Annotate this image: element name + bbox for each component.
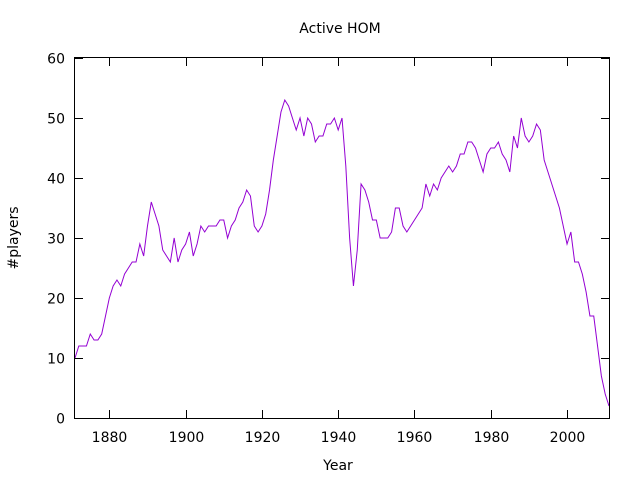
- y-tick-label: 50: [47, 112, 65, 128]
- x-tick-label: 1900: [169, 430, 205, 446]
- y-axis-label: #players: [6, 206, 22, 269]
- x-axis-label: Year: [322, 458, 353, 474]
- y-tick-label: 30: [47, 232, 65, 248]
- x-tick-label: 2000: [550, 430, 586, 446]
- chart-title: Active HOM: [299, 21, 380, 37]
- x-tick-label: 1980: [474, 430, 510, 446]
- y-tick-label: 40: [47, 172, 65, 188]
- x-tick-label: 1940: [321, 430, 357, 446]
- y-tick-label: 20: [47, 292, 65, 308]
- plot-frame: [74, 57, 610, 419]
- y-tick-label: 10: [47, 352, 65, 368]
- series-line-0: [74, 98, 610, 407]
- y-tick-label: 60: [47, 52, 65, 68]
- x-tick-label: 1880: [92, 430, 128, 446]
- y-axis: 0 10 20 30 40 50 60: [47, 52, 609, 428]
- y-tick-label: 0: [56, 412, 65, 428]
- x-axis: 1880 1900 1920 1940 1960 1980 2000: [92, 58, 586, 446]
- x-tick-label: 1920: [245, 430, 281, 446]
- series-layer: [74, 98, 610, 407]
- x-tick-label: 1960: [397, 430, 433, 446]
